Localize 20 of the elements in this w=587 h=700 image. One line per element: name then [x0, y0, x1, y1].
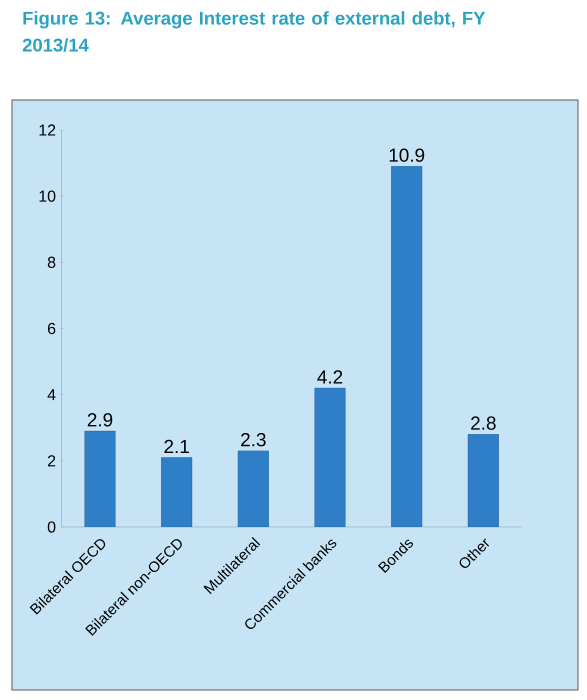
- bar: [468, 434, 499, 527]
- bar: [391, 166, 422, 527]
- data-label: 2.9: [88, 413, 112, 427]
- y-tick-label: 10: [40, 190, 56, 202]
- y-tick-label: 4: [48, 389, 56, 400]
- y-tick-label: 12: [40, 124, 56, 136]
- y-tick-label: 2: [48, 455, 56, 466]
- bar: [161, 457, 192, 527]
- y-tick-label: 0: [48, 521, 56, 533]
- data-label: 2.3: [241, 432, 266, 446]
- y-tick-label: 8: [48, 256, 56, 268]
- bar: [238, 450, 269, 527]
- data-label: 4.2: [317, 370, 342, 384]
- bar: [314, 388, 346, 527]
- bar: [84, 430, 116, 527]
- data-label: 10.9: [390, 148, 424, 162]
- chart-title: Figure 13: Average Interest rate of external debt, FY 2013/14: [22, 11, 486, 52]
- data-label: 2.1: [164, 440, 189, 453]
- y-tick-label: 6: [48, 322, 56, 334]
- data-label: 2.8: [471, 416, 496, 430]
